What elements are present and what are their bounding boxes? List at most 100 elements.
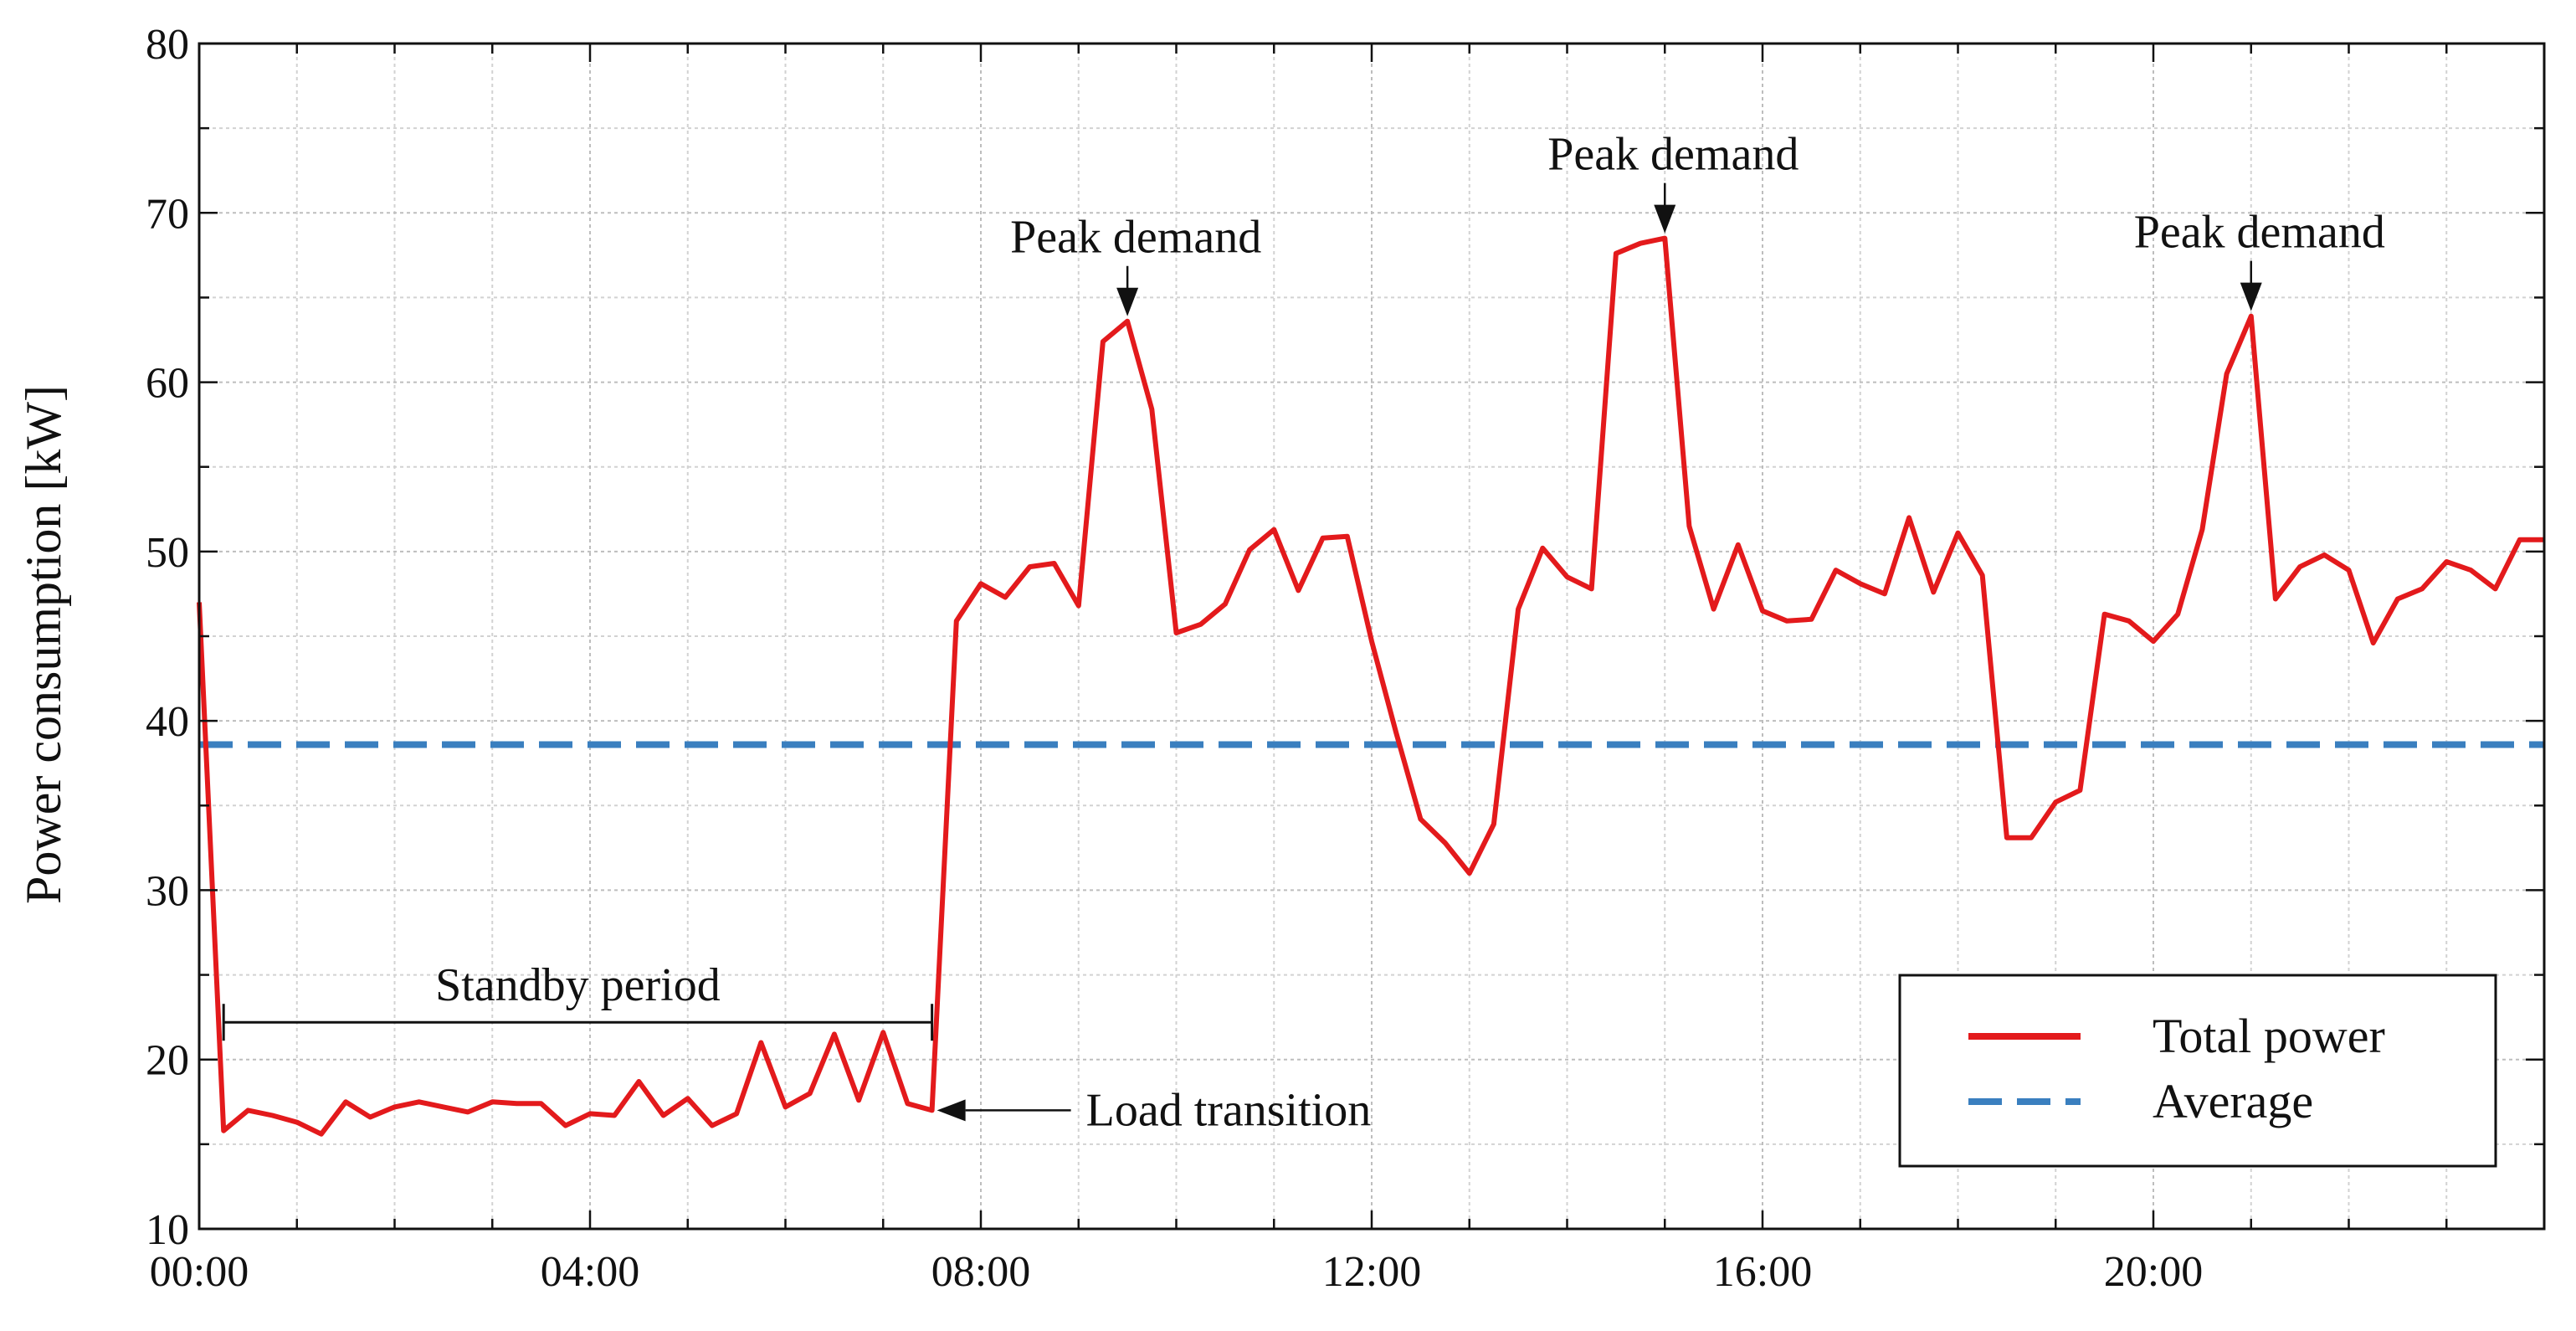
standby-period-label: Standby period: [435, 959, 721, 1011]
total-power-point: [1444, 841, 1447, 845]
total-power-point: [588, 1112, 592, 1115]
total-power-point: [1737, 543, 1740, 547]
total-power-point: [1199, 623, 1203, 626]
y-tick-label: 80: [146, 21, 189, 69]
peak-demand-label: Peak demand: [1547, 129, 1799, 181]
total-power-point: [2420, 587, 2424, 590]
peak-demand-arrow-head: [1116, 287, 1139, 316]
load-transition-label: Load transition: [1086, 1084, 1372, 1136]
total-power-point: [2054, 800, 2057, 804]
total-power-point: [711, 1124, 714, 1128]
total-power-point: [1419, 817, 1422, 820]
total-power-point: [808, 1092, 812, 1095]
y-axis-label: Power consumption [kW]: [16, 385, 71, 904]
x-tick-label: 00:00: [150, 1248, 249, 1296]
total-power-point: [2078, 789, 2081, 792]
total-power-point: [2127, 619, 2131, 623]
total-power-point: [2200, 528, 2204, 532]
total-power-point: [613, 1113, 616, 1117]
total-power-point: [490, 1100, 494, 1103]
legend: Total power Average: [1898, 974, 2497, 1168]
total-power-point: [442, 1105, 445, 1108]
total-power-point: [2274, 597, 2277, 600]
total-power-point: [246, 1108, 249, 1112]
total-power-point: [1224, 603, 1227, 606]
total-power-point: [1028, 565, 1031, 568]
total-power-point: [2518, 538, 2522, 542]
total-power-point: [2445, 560, 2448, 563]
total-power-point: [1883, 592, 1886, 595]
total-power-point: [1859, 582, 1862, 585]
total-power-point: [1394, 731, 1398, 734]
total-power-point: [2029, 836, 2033, 840]
total-power-point: [1835, 568, 1838, 572]
total-power-point: [2225, 372, 2229, 375]
total-power-point: [759, 1041, 762, 1044]
total-power-point: [1321, 537, 1325, 540]
total-power-point: [222, 1129, 225, 1133]
total-power-point: [1712, 608, 1716, 611]
total-power-point: [1785, 619, 1788, 623]
total-power-point: [1932, 590, 1935, 594]
total-power-point: [515, 1102, 518, 1105]
total-power-point: [1590, 587, 1593, 590]
total-power-point: [1981, 573, 1984, 577]
peak-demand-label: Peak demand: [2134, 207, 2385, 259]
total-power-point: [662, 1113, 665, 1117]
total-power-point: [540, 1102, 543, 1105]
total-power-point: [1663, 237, 1666, 240]
x-tick-label: 20:00: [2104, 1248, 2203, 1296]
total-power-point: [295, 1121, 299, 1124]
total-power-point: [1370, 640, 1373, 643]
legend-box: [1898, 974, 2497, 1168]
x-tick-labels: 00:00 04:00 08:00 12:00 16:00 20:00: [150, 1248, 2203, 1296]
total-power-point: [1175, 631, 1178, 635]
peak-demand-arrow-head: [1654, 204, 1676, 234]
major-grid: [199, 44, 2544, 1229]
total-power-point: [955, 619, 958, 623]
total-power-point: [931, 1108, 934, 1112]
total-power-point: [1907, 516, 1911, 519]
y-tick-label: 10: [146, 1206, 189, 1254]
total-power-point: [1468, 871, 1471, 875]
axis-ticks: [199, 44, 2544, 1229]
plot-frame: [198, 42, 2546, 1231]
total-power-point: [1248, 548, 1251, 552]
total-power-point: [2152, 640, 2155, 643]
total-power-point: [1566, 575, 1568, 578]
total-power-point: [2176, 613, 2179, 616]
total-power-point: [320, 1133, 323, 1136]
total-power-point: [418, 1100, 421, 1103]
y-tick-label: 40: [146, 698, 189, 746]
x-tick-label: 08:00: [931, 1248, 1030, 1296]
total-power-point: [637, 1080, 640, 1083]
total-power-point: [1296, 588, 1300, 592]
total-power-point: [2469, 568, 2472, 572]
total-power-point: [2322, 553, 2326, 557]
total-power-point: [784, 1105, 787, 1108]
total-power-point: [881, 1030, 885, 1034]
total-power-point: [833, 1032, 836, 1036]
total-power-point: [2396, 597, 2399, 600]
peak-demand-arrow-head: [2240, 282, 2262, 311]
load-transition-arrow-head: [936, 1099, 966, 1122]
total-power-point: [2250, 315, 2253, 318]
total-power-point: [1492, 823, 1496, 826]
y-tick-label: 20: [146, 1037, 189, 1085]
total-power-point: [979, 582, 983, 585]
total-power-point: [1687, 525, 1691, 528]
total-power-series: [197, 235, 2546, 1137]
total-power-point: [466, 1110, 470, 1113]
total-power-point: [1003, 595, 1007, 599]
legend-label-average: Average: [2153, 1074, 2313, 1128]
total-power-point: [2298, 565, 2301, 568]
total-power-point: [1809, 618, 1813, 621]
x-tick-label: 16:00: [1713, 1248, 1812, 1296]
annotations: Peak demand Peak demand Peak demand Standby…: [222, 129, 2385, 1136]
y-tick-label: 60: [146, 360, 189, 408]
total-power-point: [1272, 528, 1275, 532]
total-power-point: [906, 1102, 909, 1105]
y-tick-label: 50: [146, 529, 189, 577]
total-power-point: [1761, 609, 1764, 613]
total-power-point: [2494, 587, 2497, 590]
